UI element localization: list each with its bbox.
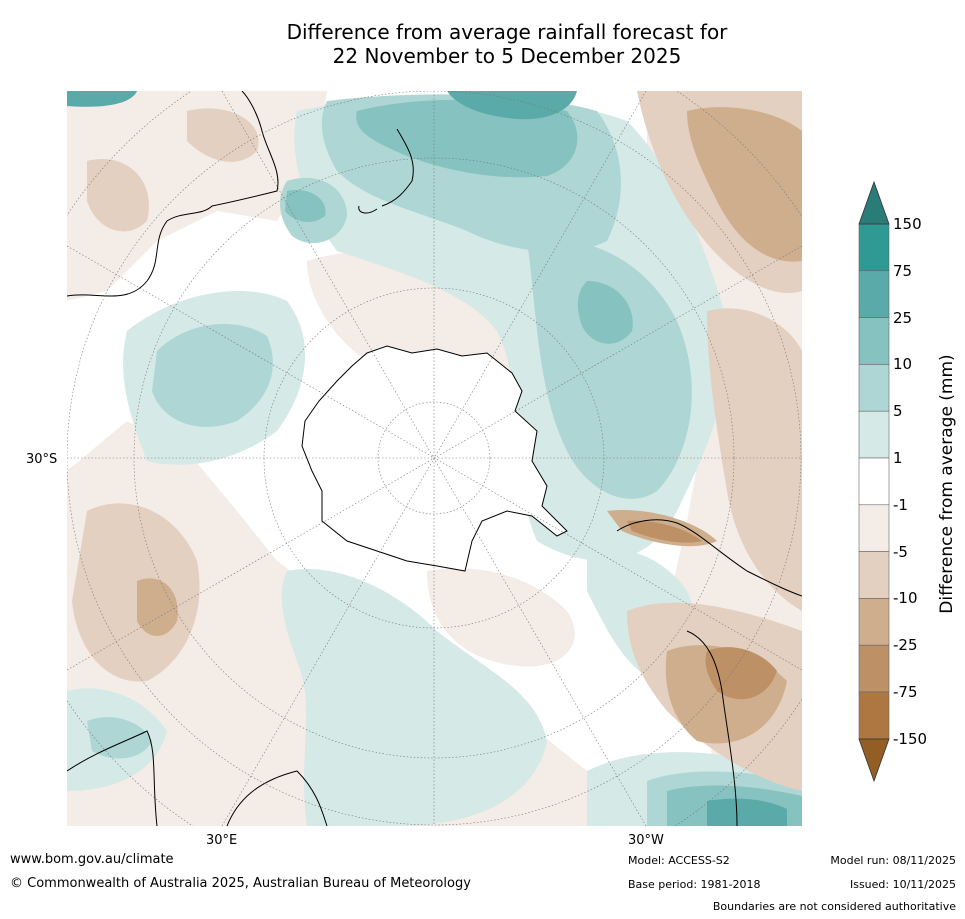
- model-run-date: Model run: 08/11/2025: [830, 854, 956, 867]
- colorbar-tick-label: 5: [893, 402, 903, 421]
- website-link[interactable]: www.bom.gov.au/climate: [10, 852, 174, 867]
- colorbar-segment: [858, 270, 890, 318]
- model-name: Model: ACCESS-S2: [628, 854, 730, 867]
- colorbar-tick-label: -10: [893, 589, 918, 608]
- australia-coastline: [67, 91, 279, 297]
- dry-very-strong-regions: [627, 520, 777, 700]
- colorbar-tick-label: 1: [893, 449, 903, 467]
- new-zealand-coastline: [358, 128, 414, 214]
- coastlines: [67, 91, 802, 826]
- colorbar-tick-label: -75: [893, 683, 918, 701]
- graticule: [67, 91, 802, 826]
- colorbar-title: Difference from average (mm): [937, 354, 957, 614]
- colorbar-tick-label: 150: [893, 215, 922, 233]
- colorbar-tick-label: 10: [893, 355, 913, 374]
- base-period: Base period: 1981-2018: [628, 878, 761, 891]
- colorbar-segment: [858, 598, 890, 646]
- colorbar-tick-label: -25: [893, 636, 918, 655]
- colorbar-tick-label: -1: [893, 495, 908, 514]
- longitude-label-30w: 30°W: [628, 833, 664, 848]
- colorbar-segment: [858, 691, 890, 740]
- colorbar: [858, 180, 890, 783]
- title-line-2: 22 November to 5 December 2025: [332, 44, 682, 68]
- colorbar-tick-label: 75: [893, 261, 913, 280]
- colorbar-segment: [858, 457, 890, 506]
- title-line-1: Difference from average rainfall forecas…: [286, 20, 728, 44]
- colorbar-extend-bottom: [858, 738, 890, 783]
- issued-date: Issued: 10/11/2025: [849, 878, 956, 891]
- latitude-label-30s: 30°S: [26, 452, 58, 467]
- boundaries-disclaimer: Boundaries are not considered authoritat…: [712, 900, 956, 913]
- chart-title: Difference from average rainfall forecas…: [0, 20, 965, 68]
- colorbar-segment: [858, 317, 890, 365]
- colorbar-tick-label: -150: [893, 729, 928, 748]
- colorbar-segment: [858, 410, 890, 459]
- africa-coastline: [67, 730, 328, 826]
- colorbar-tick-label: 25: [893, 308, 913, 327]
- rainfall-anomaly-map: [67, 91, 802, 826]
- colorbar-segment: [858, 364, 890, 412]
- copyright-notice: © Commonwealth of Australia 2025, Austra…: [10, 876, 471, 891]
- colorbar-extend-top: [858, 180, 890, 225]
- longitude-label-30e: 30°E: [206, 833, 238, 848]
- colorbar-segment: [858, 504, 890, 552]
- antarctica-landmass: [301, 345, 568, 572]
- colorbar-tick-label: -5: [893, 542, 908, 561]
- colorbar-segment: [858, 644, 890, 693]
- wet-very-strong-regions: [67, 91, 787, 826]
- south-america-coastline: [616, 519, 802, 826]
- colorbar-segment: [858, 551, 890, 599]
- colorbar-segment: [858, 223, 890, 272]
